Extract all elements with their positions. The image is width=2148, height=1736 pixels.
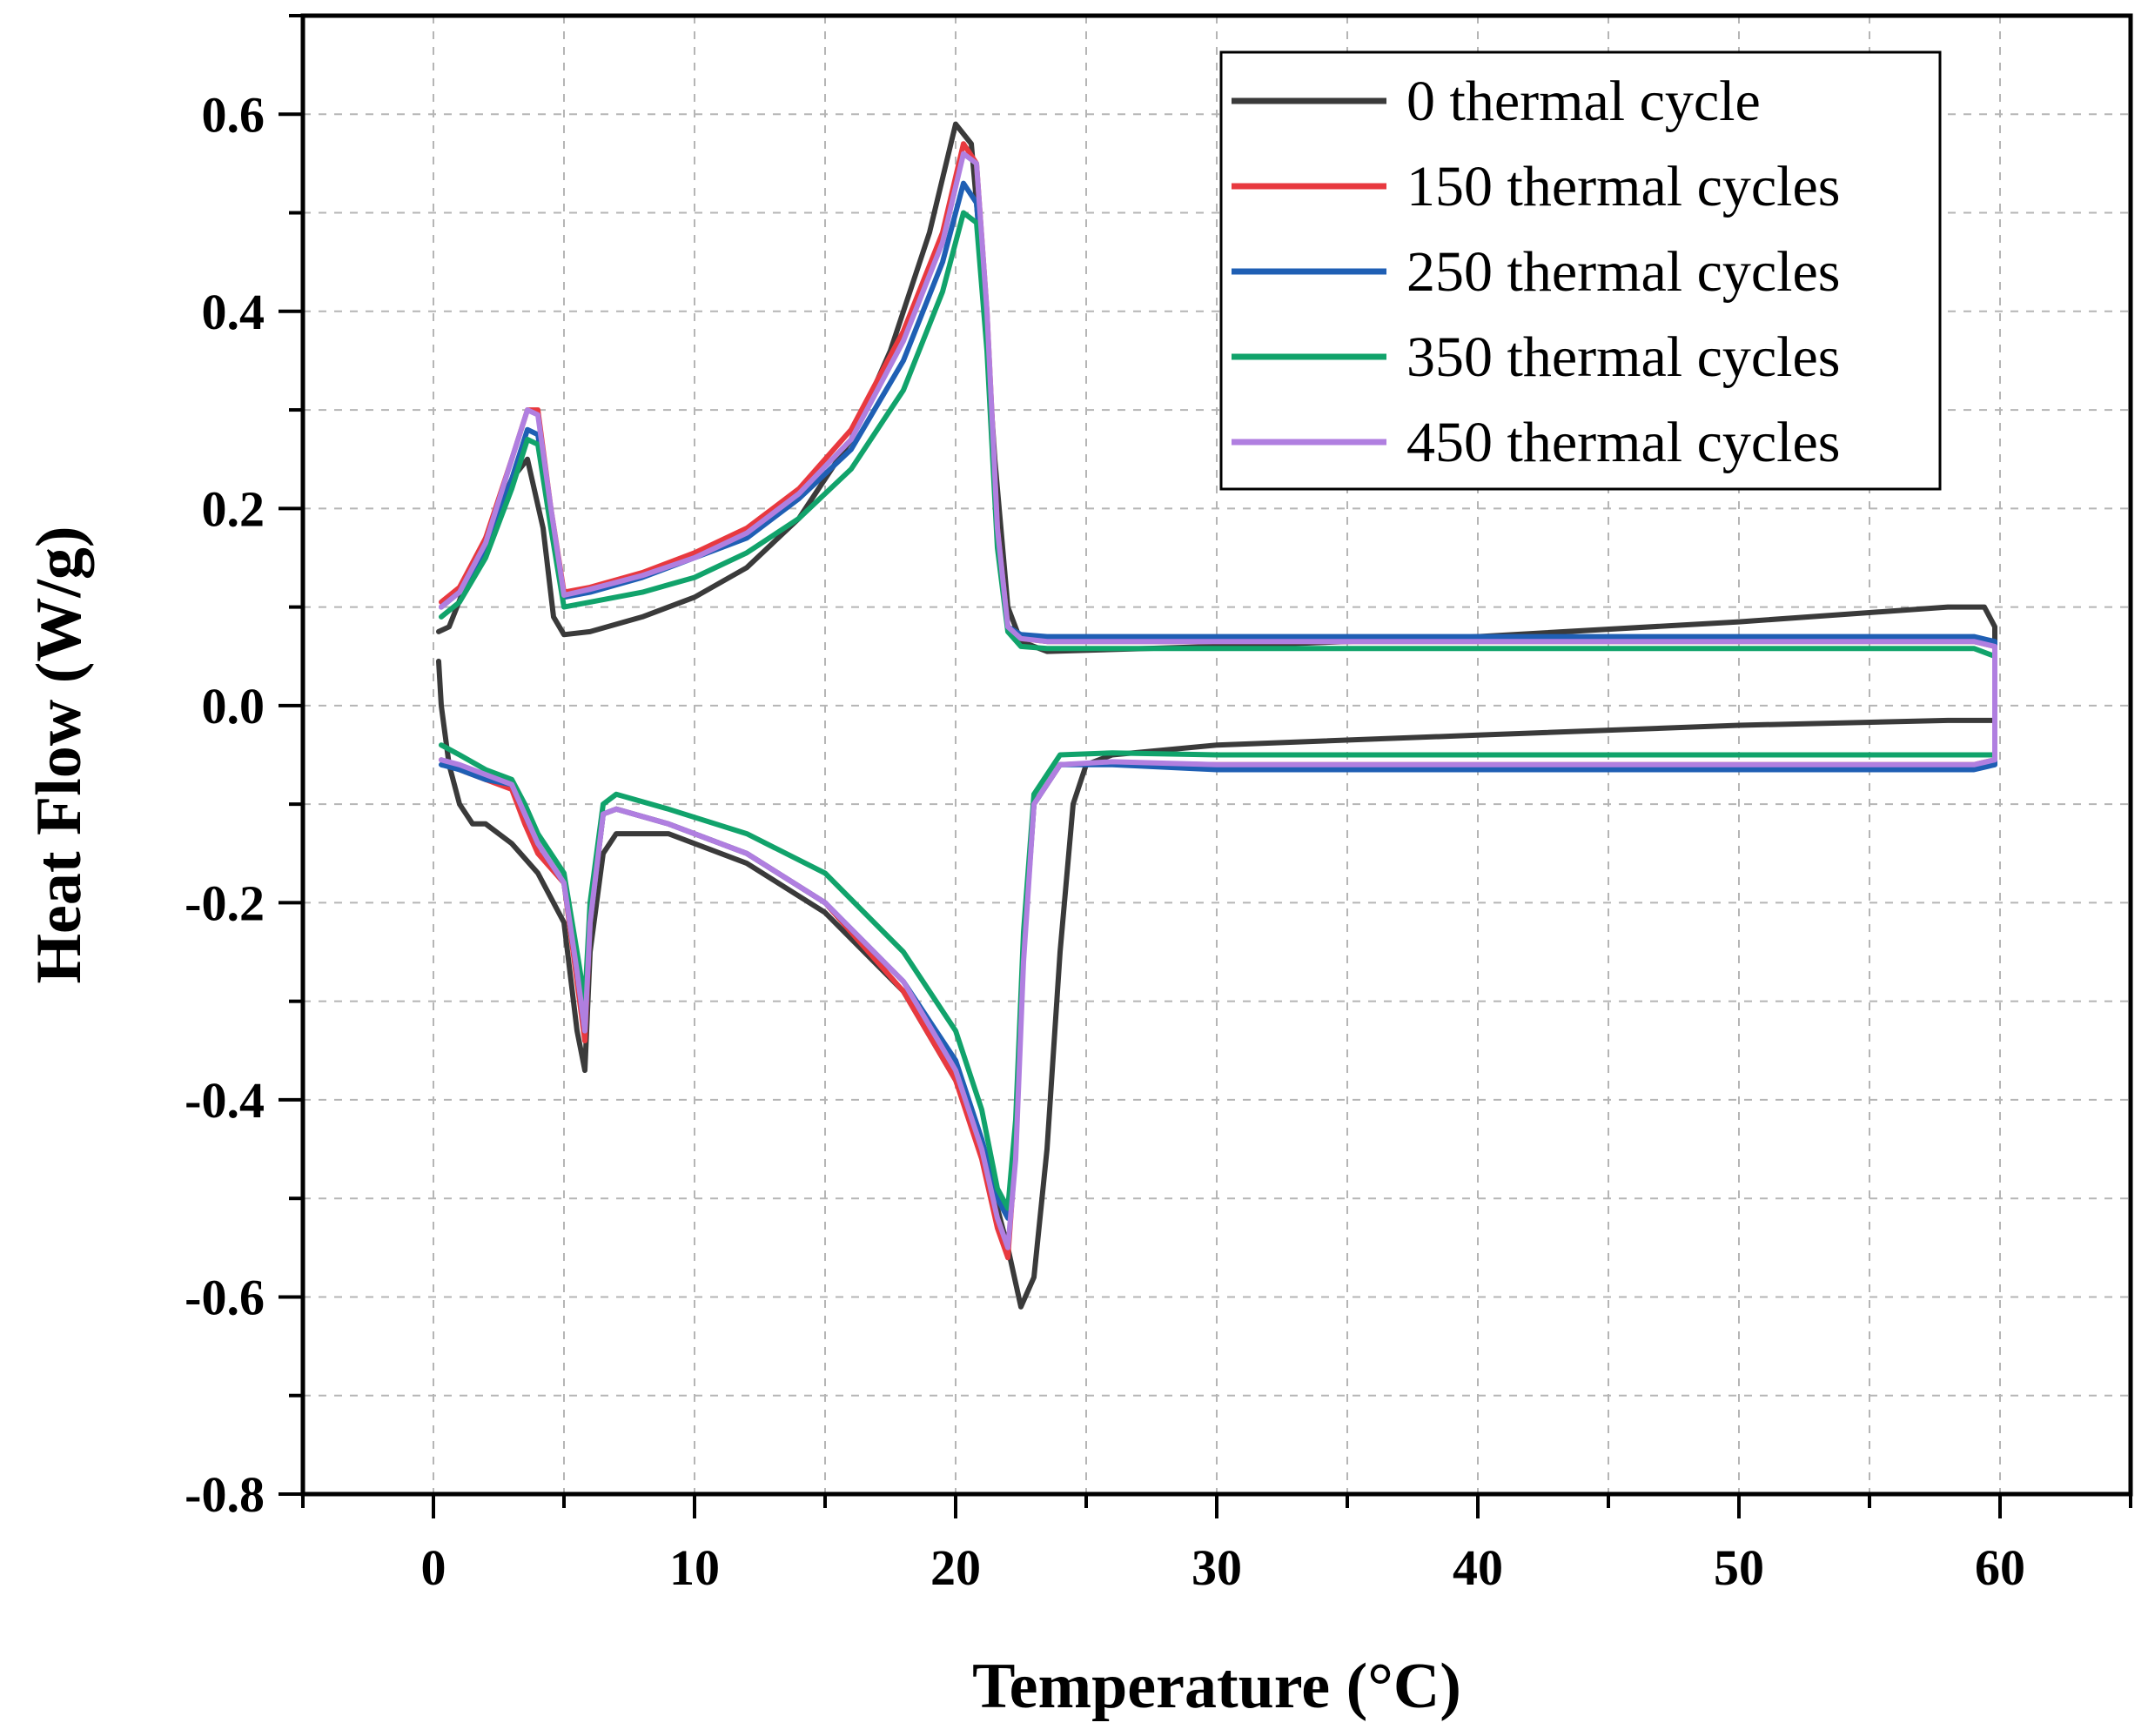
legend-label: 250 thermal cycles: [1406, 240, 1840, 304]
y-tick-label: -0.6: [185, 1269, 265, 1325]
y-tick-label: -0.8: [185, 1466, 265, 1523]
x-tick-label: 50: [1714, 1539, 1764, 1596]
y-tick-label: -0.4: [185, 1072, 265, 1129]
x-tick-label: 20: [930, 1539, 981, 1596]
legend: 0 thermal cycle 150 thermal cycles 250 the…: [1219, 50, 1942, 491]
x-axis-title: Temperature (°C): [972, 1651, 1461, 1722]
legend-label: 450 thermal cycles: [1406, 411, 1840, 474]
x-tick-label: 10: [669, 1539, 720, 1596]
legend-label: 0 thermal cycle: [1406, 70, 1761, 133]
tick-labels: 0 10 20 30 40 50 60 -0.8 -0.6 -0.4 -0.2 0.0 0.2 0.4 0.…: [185, 86, 2025, 1596]
y-tick-label: 0.0: [202, 678, 265, 734]
y-tick-label: -0.2: [185, 875, 265, 931]
x-tick-label: 0: [421, 1539, 446, 1596]
y-tick-label: 0.2: [202, 480, 265, 537]
y-axis-title: Heat Flow (W/g): [23, 526, 95, 983]
y-tick-label: 0.4: [202, 284, 265, 340]
axis-ticks: [279, 14, 2132, 1518]
legend-label: 150 thermal cycles: [1406, 155, 1840, 218]
x-tick-label: 40: [1453, 1539, 1503, 1596]
x-tick-label: 60: [1975, 1539, 2025, 1596]
series-line: [439, 151, 1997, 1250]
x-tick-label: 30: [1191, 1539, 1242, 1596]
legend-label: 350 thermal cycles: [1406, 325, 1840, 389]
series-lines: [436, 121, 1997, 1310]
y-tick-label: 0.6: [202, 86, 265, 143]
